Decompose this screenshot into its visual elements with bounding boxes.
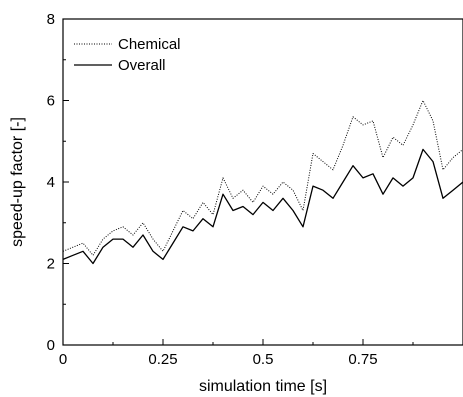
- y-axis-label: speed-up factor [-]: [9, 117, 26, 247]
- y-tick-label: 4: [47, 174, 55, 191]
- y-axis: 0 2 4 6 8: [47, 11, 69, 354]
- x-tick-label: 0.25: [148, 351, 177, 368]
- y-tick-label: 2: [47, 256, 55, 273]
- legend-label-overall: Overall: [118, 57, 166, 74]
- legend: Chemical Overall: [74, 36, 181, 74]
- x-axis-label: simulation time [s]: [199, 378, 327, 395]
- series-line-overall: [62, 148, 463, 265]
- series-layer: [62, 100, 463, 265]
- y-tick-label: 0: [47, 337, 55, 354]
- x-tick-label: 0.5: [253, 351, 274, 368]
- x-tick-label: 0: [59, 351, 67, 368]
- y-tick-label: 6: [47, 93, 55, 110]
- series-line-chemical: [62, 100, 463, 256]
- x-tick-label: 0.75: [348, 351, 377, 368]
- y-tick-label: 8: [47, 11, 55, 28]
- legend-label-chemical: Chemical: [118, 36, 181, 53]
- x-axis: 0 0.25 0.5 0.75: [59, 339, 414, 368]
